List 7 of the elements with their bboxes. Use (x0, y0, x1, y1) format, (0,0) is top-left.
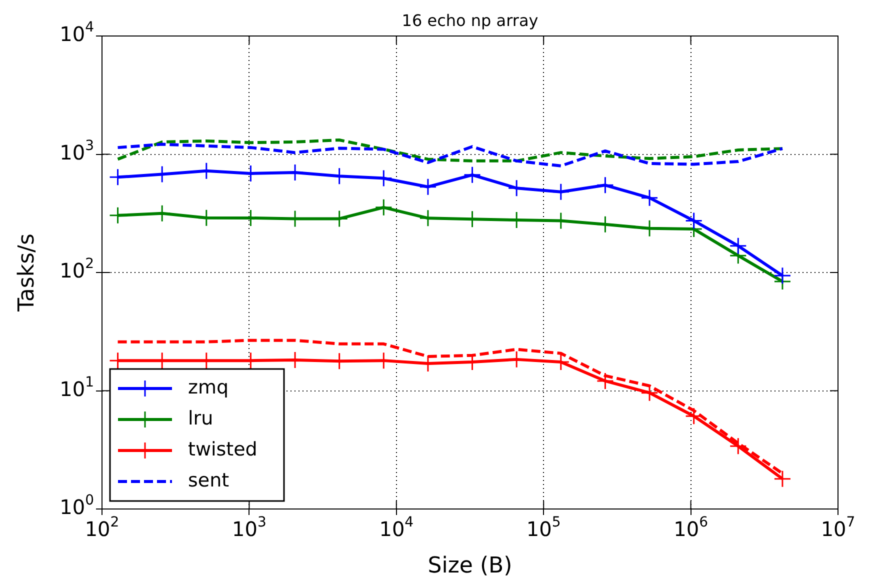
x-axis-title: Size (B) (428, 554, 512, 579)
legend-label: zmq (188, 376, 229, 398)
chart-title: 16 echo np array (402, 11, 538, 30)
legend-label: twisted (188, 438, 258, 460)
legend-label: lru (188, 407, 214, 430)
y-axis-title: Tasks/s (14, 234, 40, 312)
legend-label: sent (188, 469, 230, 492)
